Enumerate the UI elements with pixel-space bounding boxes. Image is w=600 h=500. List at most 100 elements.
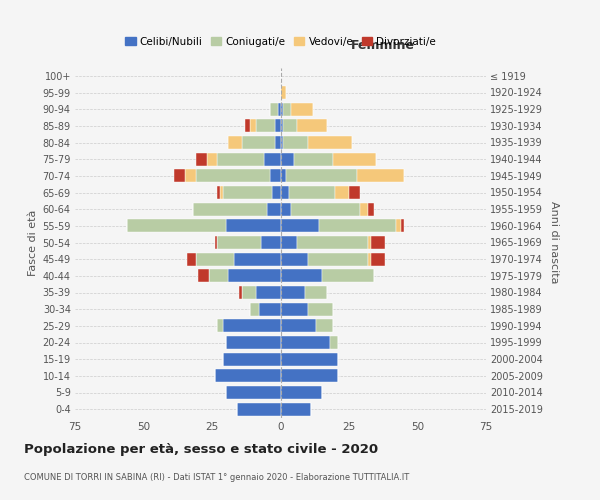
Bar <box>281 152 294 166</box>
Bar <box>297 236 368 249</box>
Bar <box>223 320 281 332</box>
Bar <box>281 102 283 116</box>
Bar <box>281 386 322 399</box>
Bar <box>127 220 226 232</box>
Bar <box>371 252 385 266</box>
Bar <box>401 220 404 232</box>
Bar <box>267 202 281 215</box>
Bar <box>330 336 338 349</box>
Bar <box>173 170 185 182</box>
Bar <box>199 270 209 282</box>
Bar <box>281 286 305 299</box>
Bar <box>275 120 281 132</box>
Bar <box>187 252 196 266</box>
Bar <box>322 270 374 282</box>
Bar <box>264 152 281 166</box>
Bar <box>256 286 281 299</box>
Bar <box>286 170 357 182</box>
Bar <box>229 136 242 149</box>
Bar <box>217 320 223 332</box>
Bar <box>281 202 292 215</box>
Bar <box>236 402 281 415</box>
Bar <box>217 236 262 249</box>
Bar <box>395 220 401 232</box>
Bar <box>239 286 242 299</box>
Bar <box>215 370 281 382</box>
Bar <box>281 336 330 349</box>
Y-axis label: Fasce di età: Fasce di età <box>28 210 38 276</box>
Bar <box>335 186 349 199</box>
Bar <box>292 102 313 116</box>
Bar <box>308 252 368 266</box>
Bar <box>196 152 206 166</box>
Bar <box>272 186 281 199</box>
Bar <box>234 252 281 266</box>
Bar <box>226 336 281 349</box>
Bar <box>196 170 269 182</box>
Bar <box>283 120 297 132</box>
Bar <box>332 152 376 166</box>
Bar <box>281 136 283 149</box>
Bar <box>281 236 297 249</box>
Bar <box>242 136 275 149</box>
Bar <box>223 352 281 366</box>
Bar <box>368 236 371 249</box>
Bar <box>256 120 275 132</box>
Bar <box>308 302 332 316</box>
Bar <box>281 120 283 132</box>
Bar <box>281 320 316 332</box>
Bar <box>316 320 332 332</box>
Bar <box>250 120 256 132</box>
Bar <box>319 220 395 232</box>
Bar <box>226 220 281 232</box>
Bar <box>281 302 308 316</box>
Bar <box>281 86 286 99</box>
Bar <box>281 252 308 266</box>
Bar <box>278 102 281 116</box>
Bar <box>349 186 360 199</box>
Bar <box>281 186 289 199</box>
Bar <box>292 202 360 215</box>
Bar <box>368 202 374 215</box>
Bar <box>259 302 281 316</box>
Bar <box>269 102 278 116</box>
Bar <box>242 286 256 299</box>
Bar <box>217 186 220 199</box>
Bar <box>283 136 308 149</box>
Bar <box>357 170 404 182</box>
Bar <box>275 136 281 149</box>
Bar <box>185 170 196 182</box>
Bar <box>215 236 217 249</box>
Bar <box>206 152 217 166</box>
Legend: Celibi/Nubili, Coniugati/e, Vedovi/e, Divorziati/e: Celibi/Nubili, Coniugati/e, Vedovi/e, Di… <box>121 32 440 51</box>
Bar <box>250 302 259 316</box>
Bar <box>371 236 385 249</box>
Text: COMUNE DI TORRI IN SABINA (RI) - Dati ISTAT 1° gennaio 2020 - Elaborazione TUTTI: COMUNE DI TORRI IN SABINA (RI) - Dati IS… <box>24 472 409 482</box>
Bar <box>209 270 229 282</box>
Bar <box>281 170 286 182</box>
Y-axis label: Anni di nascita: Anni di nascita <box>548 201 559 283</box>
Bar <box>368 252 371 266</box>
Bar <box>226 386 281 399</box>
Bar <box>289 186 335 199</box>
Bar <box>281 370 338 382</box>
Text: Femmine: Femmine <box>351 38 415 52</box>
Bar <box>220 186 223 199</box>
Bar <box>360 202 368 215</box>
Text: Popolazione per età, sesso e stato civile - 2020: Popolazione per età, sesso e stato civil… <box>24 442 378 456</box>
Bar <box>281 352 338 366</box>
Bar <box>269 170 281 182</box>
Bar <box>308 136 352 149</box>
Bar <box>262 236 281 249</box>
Bar <box>196 252 234 266</box>
Bar <box>217 152 264 166</box>
Bar <box>305 286 327 299</box>
Bar <box>281 220 319 232</box>
Bar <box>193 202 267 215</box>
Bar <box>294 152 332 166</box>
Bar <box>283 102 292 116</box>
Bar <box>223 186 272 199</box>
Bar <box>229 270 281 282</box>
Bar <box>281 402 311 415</box>
Bar <box>297 120 327 132</box>
